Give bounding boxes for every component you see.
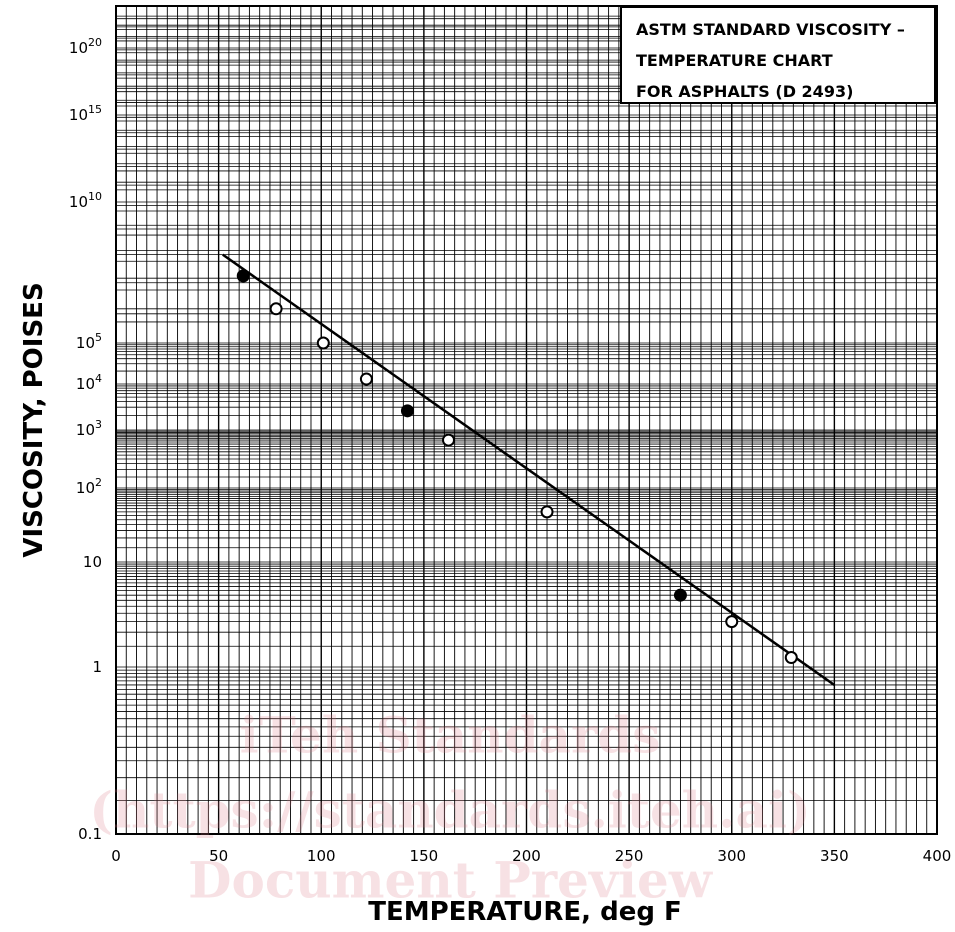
data-point-open xyxy=(725,615,739,629)
data-point-filled xyxy=(400,404,414,418)
x-tick-label: 400 xyxy=(923,847,952,865)
x-tick-label: 150 xyxy=(410,847,439,865)
x-tick-label: 350 xyxy=(820,847,849,865)
tick-labels: 0 50 100 150 200 250 300 350 400 0.1 1 10 102 103 104 1… xyxy=(69,36,951,865)
x-tick-label: 100 xyxy=(307,847,336,865)
y-tick-label: 105 xyxy=(76,331,102,352)
y-tick-label: 1010 xyxy=(69,190,102,211)
y-tick-label: 103 xyxy=(76,418,102,439)
y-tick-label: 102 xyxy=(76,476,102,497)
y-axis-label: VISCOSITY, POISES xyxy=(19,282,49,558)
chart-title-line-3: FOR ASPHALTS (D 2493) xyxy=(636,82,854,101)
y-tick-label: 1015 xyxy=(69,103,102,124)
data-point-open xyxy=(316,336,330,350)
y-tick-label: 0.1 xyxy=(78,825,102,843)
x-tick-label: 0 xyxy=(111,847,121,865)
plot-frame xyxy=(115,5,938,835)
data-point-filled xyxy=(236,269,250,283)
y-tick-label: 10 xyxy=(83,553,102,571)
y-tick-label: 1020 xyxy=(69,36,102,57)
data-point-open xyxy=(269,302,283,316)
data-point-open xyxy=(442,433,456,447)
chart-title-line-1: ASTM STANDARD VISCOSITY – xyxy=(636,20,905,39)
x-tick-label: 200 xyxy=(512,847,541,865)
chart-title-line-2: TEMPERATURE CHART xyxy=(636,51,833,70)
y-tick-label: 1 xyxy=(92,658,102,676)
data-point-open xyxy=(359,372,373,386)
data-point-open xyxy=(784,651,798,665)
trend-line-layer xyxy=(222,253,836,686)
x-axis-label: TEMPERATURE, deg F xyxy=(368,897,682,927)
x-tick-label: 50 xyxy=(209,847,228,865)
x-tick-label: 250 xyxy=(615,847,644,865)
data-point-filled xyxy=(673,588,687,602)
grid xyxy=(115,6,938,835)
data-points xyxy=(236,269,798,665)
y-tick-label: 104 xyxy=(76,372,102,393)
chart-title-box: ASTM STANDARD VISCOSITY – TEMPERATURE CH… xyxy=(620,6,936,104)
trend-line xyxy=(222,253,836,686)
x-tick-label: 300 xyxy=(717,847,746,865)
axes xyxy=(115,5,938,835)
data-point-open xyxy=(540,505,554,519)
